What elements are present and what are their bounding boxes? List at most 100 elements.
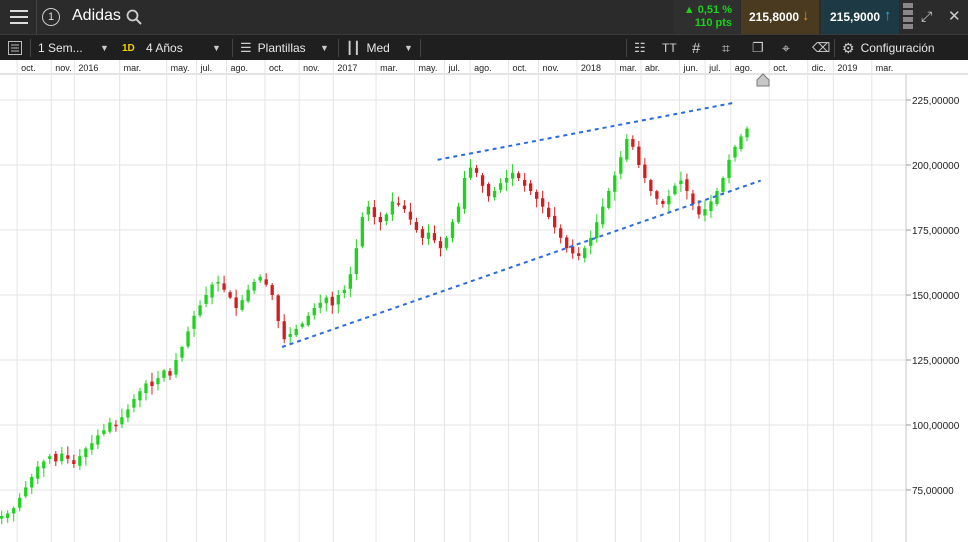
candle-body bbox=[216, 282, 220, 284]
candle-body bbox=[739, 136, 743, 149]
candle bbox=[541, 190, 545, 214]
candle bbox=[613, 171, 617, 201]
x-tick-label: may. bbox=[419, 63, 438, 73]
candle-body bbox=[288, 334, 292, 337]
candle-body bbox=[607, 191, 611, 208]
period-label: 1 Sem... bbox=[38, 41, 83, 55]
list-icon[interactable] bbox=[8, 35, 22, 61]
grid-icon[interactable]: # bbox=[692, 39, 701, 57]
candle-body bbox=[486, 183, 491, 197]
candle bbox=[661, 198, 665, 208]
instrument-title: Adidas bbox=[72, 7, 121, 24]
candle-body bbox=[174, 360, 178, 375]
period-select[interactable]: 1 Sem... ▼ bbox=[38, 35, 114, 61]
candle bbox=[330, 291, 334, 314]
candle-body bbox=[30, 477, 34, 488]
candle bbox=[739, 133, 743, 152]
range-select[interactable]: 4 Años ▼ bbox=[146, 35, 226, 61]
candle-body bbox=[384, 214, 389, 222]
candle bbox=[408, 202, 413, 225]
candle bbox=[30, 473, 34, 494]
info-icon[interactable]: 1 bbox=[42, 8, 60, 26]
candle bbox=[240, 295, 244, 312]
candle-body bbox=[697, 206, 701, 215]
window-strip-icon[interactable] bbox=[903, 3, 913, 31]
x-tick-label: oct. bbox=[513, 63, 528, 73]
sell-arrow-icon: ↓ bbox=[802, 7, 810, 24]
expand-icon[interactable]: ⤢ bbox=[921, 8, 933, 24]
crosshair-icon[interactable]: ⌖ bbox=[782, 39, 790, 56]
candle-body bbox=[504, 178, 509, 183]
tag-icon[interactable]: ⌫ bbox=[812, 40, 831, 55]
candle bbox=[270, 282, 274, 301]
price-chart[interactable]: 225,00000 200,00000 175,00000 150,00000 125,… bbox=[0, 60, 968, 542]
settings-button[interactable]: ⚙ Configuración bbox=[842, 35, 935, 61]
candle-body bbox=[264, 279, 268, 285]
candle bbox=[721, 176, 725, 196]
candle bbox=[234, 289, 238, 316]
close-icon[interactable]: ✕ bbox=[948, 8, 961, 25]
candle-body bbox=[595, 222, 599, 239]
candle-body bbox=[727, 159, 731, 179]
candle-body bbox=[66, 455, 70, 459]
caret-down-icon: ▼ bbox=[212, 43, 221, 53]
candle bbox=[156, 371, 160, 391]
candle-body bbox=[709, 201, 713, 212]
buy-button[interactable]: 215,9000 ↑ bbox=[821, 0, 899, 34]
x-tick-label: oct. bbox=[21, 63, 36, 73]
candle-body bbox=[510, 172, 515, 179]
caret-down-icon: ▼ bbox=[404, 43, 413, 53]
search-icon[interactable] bbox=[126, 9, 142, 25]
candle-body bbox=[252, 282, 256, 291]
candle-body bbox=[402, 205, 407, 210]
x-tick-label: 2018 bbox=[581, 63, 601, 73]
x-tick-label: nov. bbox=[303, 63, 319, 73]
candle bbox=[12, 506, 16, 522]
interval-badge[interactable]: 1D bbox=[122, 42, 135, 54]
top-bar: 1 Adidas ▲ 0,51 % 110 pts 215,8000 ↓ 215… bbox=[0, 0, 968, 34]
candle-body bbox=[114, 424, 118, 427]
upper-channel-line[interactable] bbox=[437, 101, 736, 161]
x-tick-label: mar. bbox=[619, 63, 637, 73]
sell-button[interactable]: 215,8000 ↓ bbox=[741, 0, 819, 34]
candle bbox=[504, 169, 509, 192]
candle-body bbox=[655, 191, 659, 199]
candle bbox=[462, 170, 467, 214]
hamburger-icon[interactable] bbox=[10, 9, 28, 25]
candle-body bbox=[372, 207, 377, 217]
y-tick-label: 75,00000 bbox=[912, 486, 954, 497]
candle bbox=[691, 189, 695, 211]
candle-body bbox=[318, 302, 322, 308]
candle bbox=[192, 310, 196, 337]
candle-body bbox=[414, 222, 419, 230]
x-tick-label: ago. bbox=[231, 63, 249, 73]
chart-style-label: Med bbox=[366, 41, 390, 55]
candle-body bbox=[168, 371, 172, 376]
candle bbox=[486, 182, 491, 202]
candle bbox=[336, 290, 340, 314]
candle-body bbox=[583, 248, 587, 259]
candle bbox=[390, 192, 395, 222]
candle-body bbox=[6, 513, 10, 518]
templates-select[interactable]: ☰ Plantillas ▼ bbox=[240, 35, 332, 61]
indicators-icon[interactable]: ☷ bbox=[634, 40, 646, 55]
candle-body bbox=[324, 297, 328, 304]
candle bbox=[697, 200, 701, 219]
candle bbox=[565, 235, 569, 253]
candle-body bbox=[42, 461, 46, 469]
candle bbox=[96, 429, 100, 450]
x-tick-label: dic. bbox=[812, 63, 826, 73]
chart-style-select[interactable]: ┃┃ Med ▼ bbox=[346, 35, 416, 61]
candle-body bbox=[180, 347, 184, 358]
current-price-marker-icon bbox=[756, 73, 770, 87]
candle-body bbox=[438, 241, 443, 249]
candle-body bbox=[18, 497, 22, 508]
candle bbox=[703, 200, 707, 222]
candles-icon: ┃┃ bbox=[346, 41, 361, 55]
candle bbox=[84, 446, 88, 466]
crosshair-grid-icon[interactable]: ⌗ bbox=[722, 39, 730, 56]
y-tick-label: 125,00000 bbox=[912, 356, 960, 367]
text-tool-icon[interactable]: TT bbox=[662, 41, 677, 55]
windows-icon[interactable]: ❐ bbox=[752, 40, 764, 55]
candle-body bbox=[294, 328, 298, 336]
